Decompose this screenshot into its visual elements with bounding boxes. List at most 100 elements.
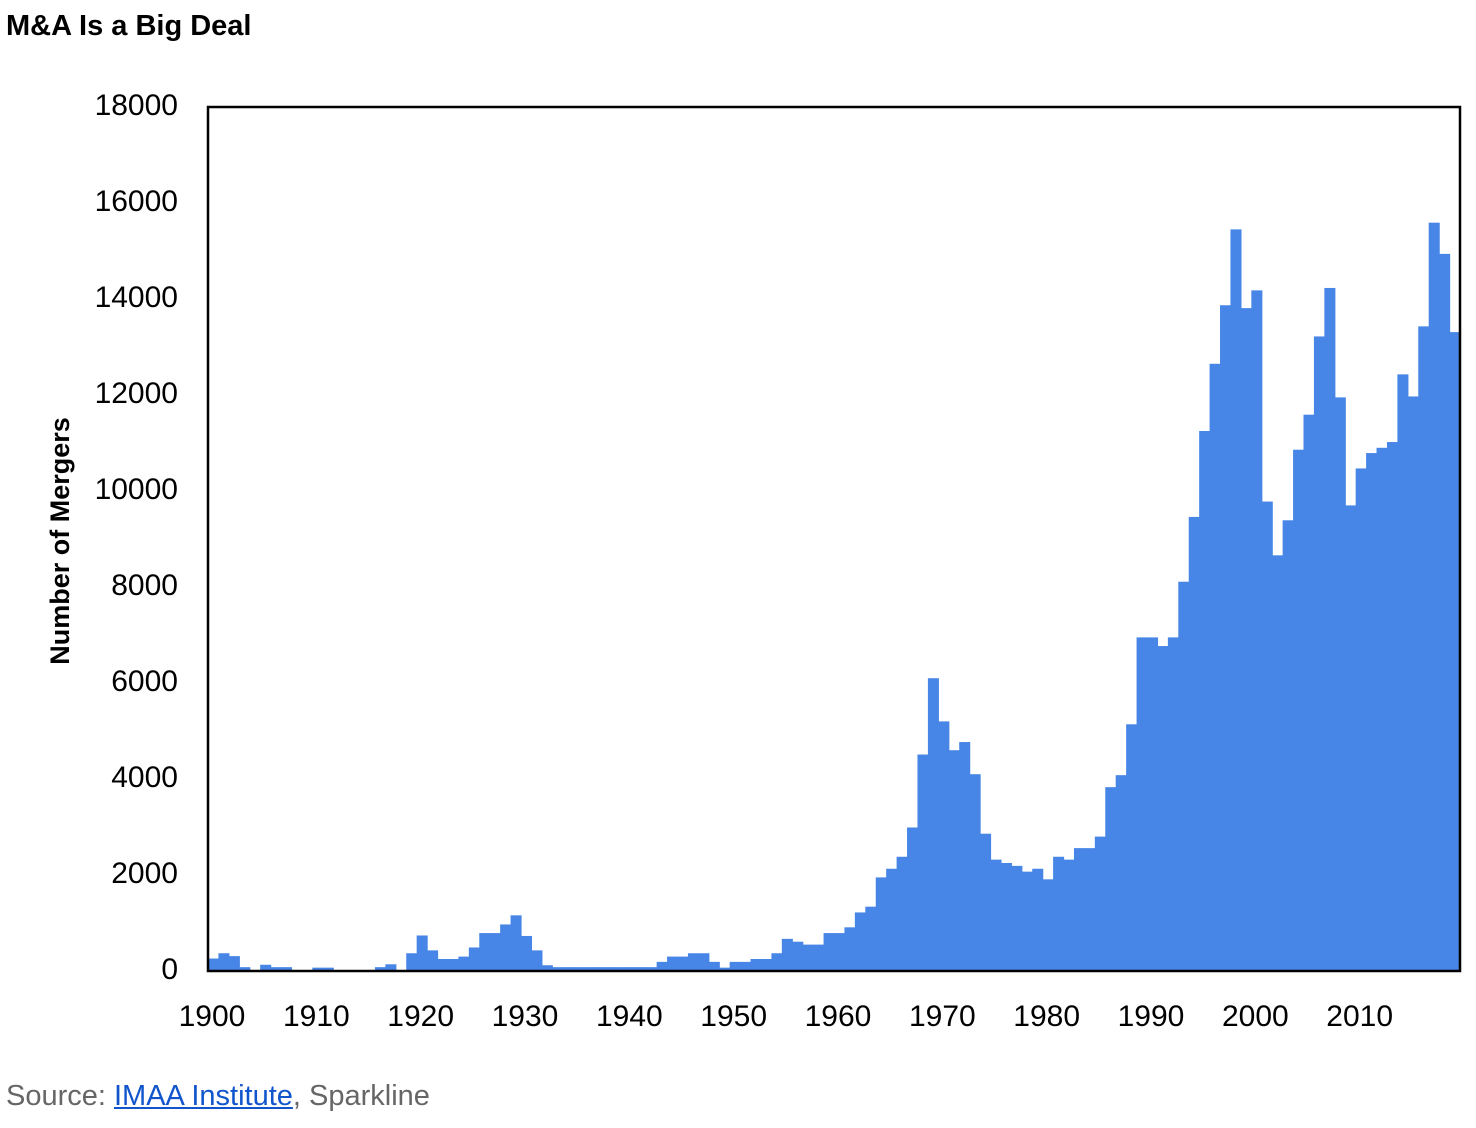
x-axis-ticks: 1900 1910 1920 1930 1940 1950 1960 1970 1980 1990… <box>179 1000 1393 1033</box>
x-tick-label: 1980 <box>1013 1000 1080 1033</box>
y-axis-ticks: 0 2000 4000 6000 8000 10000 12000 14000 16000 180… <box>95 89 178 986</box>
x-tick-label: 1960 <box>805 1000 872 1033</box>
bar-2001 <box>1261 501 1273 971</box>
bar-1949 <box>719 967 731 971</box>
bar-1969 <box>927 678 939 971</box>
y-tick-label: 12000 <box>95 377 178 410</box>
bar-2007 <box>1324 287 1336 972</box>
bar-1946 <box>687 953 699 971</box>
imaa-institute-link[interactable]: IMAA Institute <box>114 1080 293 1112</box>
x-tick-label: 1940 <box>596 1000 663 1033</box>
bar-1973 <box>969 774 981 971</box>
bar-1966 <box>896 856 908 971</box>
x-tick-label: 1950 <box>700 1000 767 1033</box>
y-tick-label: 16000 <box>95 185 178 218</box>
bar-1929 <box>510 915 522 971</box>
x-tick-label: 1930 <box>492 1000 559 1033</box>
bar-1954 <box>771 953 783 971</box>
bar-1985 <box>1094 836 1106 971</box>
bar-1992 <box>1167 637 1179 971</box>
bar-1941 <box>635 967 647 971</box>
bar-1960 <box>834 933 846 971</box>
bar-1974 <box>980 833 992 971</box>
bar-1951 <box>740 961 752 971</box>
bar-2012 <box>1376 447 1388 971</box>
y-tick-label: 14000 <box>95 281 178 314</box>
bar-1965 <box>886 868 898 971</box>
bar-1933 <box>552 967 564 971</box>
y-tick-label: 4000 <box>111 761 178 794</box>
bar-1939 <box>614 967 626 971</box>
plot-frame <box>206 105 1462 973</box>
bar-1910 <box>312 967 324 971</box>
x-tick-label: 1900 <box>179 1000 246 1033</box>
bar-1982 <box>1063 859 1075 971</box>
x-tick-label: 1970 <box>909 1000 976 1033</box>
bar-1952 <box>750 959 762 971</box>
bar-1916 <box>374 967 386 971</box>
bar-2016 <box>1418 326 1430 971</box>
bar-1945 <box>677 956 689 971</box>
bar-1934 <box>562 967 574 971</box>
bar-1957 <box>802 944 814 971</box>
source-line: Source: IMAA Institute, Sparkline <box>6 1080 430 1113</box>
x-tick-label: 1910 <box>283 1000 350 1033</box>
bar-1937 <box>594 967 606 971</box>
bar-2013 <box>1386 442 1398 971</box>
bar-1922 <box>437 959 449 971</box>
y-axis-label: Number of Mergers <box>45 417 75 665</box>
bar-1901 <box>218 953 230 971</box>
y-tick-label: 0 <box>161 953 178 986</box>
bar-1989 <box>1136 637 1148 971</box>
bar-1907 <box>281 967 293 971</box>
page-title: M&A Is a Big Deal <box>6 10 252 42</box>
bar-1993 <box>1178 581 1190 971</box>
bars-group <box>208 222 1461 972</box>
bar-1919 <box>406 953 418 971</box>
bar-1938 <box>604 967 616 971</box>
bar-1921 <box>427 950 439 971</box>
bar-1900 <box>208 958 220 971</box>
bar-2002 <box>1272 555 1284 971</box>
x-tick-label: 2000 <box>1222 1000 1289 1033</box>
bar-1902 <box>228 956 240 971</box>
bar-1947 <box>698 953 710 971</box>
bar-2008 <box>1334 397 1346 971</box>
bar-1984 <box>1084 848 1096 971</box>
bar-1935 <box>573 967 585 971</box>
bar-1950 <box>729 961 741 971</box>
bar-1991 <box>1157 646 1169 971</box>
bar-1980 <box>1042 879 1054 971</box>
bar-1943 <box>656 961 668 971</box>
bar-1963 <box>865 906 877 971</box>
bar-2017 <box>1428 222 1440 971</box>
bar-1998 <box>1230 229 1242 971</box>
bar-1948 <box>708 961 720 971</box>
bar-1930 <box>521 935 533 971</box>
bar-1942 <box>646 967 658 971</box>
bar-1906 <box>270 967 282 971</box>
bar-1979 <box>1032 868 1044 971</box>
bar-2004 <box>1293 449 1305 972</box>
bar-1996 <box>1209 363 1221 971</box>
bar-2018 <box>1439 253 1451 971</box>
bar-1981 <box>1053 856 1065 971</box>
x-tick-label: 1990 <box>1118 1000 1185 1033</box>
x-tick-label: 1920 <box>387 1000 454 1033</box>
bar-2003 <box>1282 520 1294 971</box>
bar-1903 <box>239 967 251 971</box>
bar-1940 <box>625 967 637 971</box>
bar-1978 <box>1021 871 1033 971</box>
x-tick-label: 2010 <box>1326 1000 1393 1033</box>
bar-2006 <box>1313 336 1325 971</box>
bar-1920 <box>416 935 428 971</box>
y-tick-label: 8000 <box>111 569 178 602</box>
bar-1976 <box>1000 863 1012 971</box>
bar-1994 <box>1188 516 1200 971</box>
bar-1967 <box>907 827 919 971</box>
y-tick-label: 18000 <box>95 89 178 122</box>
bar-1955 <box>781 938 793 971</box>
bar-2000 <box>1251 290 1263 971</box>
source-prefix: Source: <box>6 1080 114 1112</box>
bar-1995 <box>1199 431 1211 971</box>
